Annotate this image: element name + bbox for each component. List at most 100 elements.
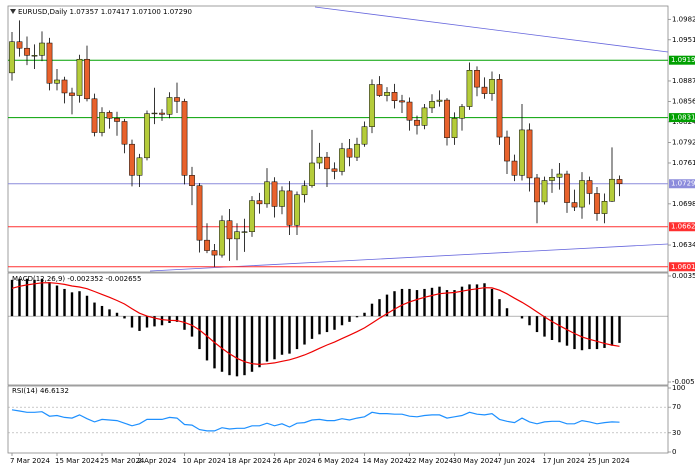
price-title: EURUSD,Daily 1.07357 1.07417 1.07100 1.0… <box>18 8 192 16</box>
candle-body <box>301 185 308 196</box>
candle-body <box>54 79 60 84</box>
x-tick-label: 26 Apr 2024 <box>273 457 317 465</box>
candle-body <box>384 92 390 96</box>
candle-body <box>69 92 75 96</box>
macd-bar <box>318 316 321 335</box>
candle-body <box>144 113 150 159</box>
macd-bar <box>603 316 606 348</box>
macd-bar <box>393 291 396 317</box>
macd-panel <box>7 272 669 386</box>
candle-body <box>24 47 30 56</box>
macd-bar <box>123 316 126 319</box>
macd-bar <box>385 294 389 317</box>
macd-bar <box>595 316 599 350</box>
macd-bar <box>10 279 14 317</box>
y-tick-label: -0.0058 <box>672 378 695 386</box>
macd-bar <box>438 286 441 317</box>
candle-body <box>114 117 120 122</box>
candle-body <box>316 156 323 164</box>
macd-bar <box>520 316 524 319</box>
candle-body <box>429 101 435 109</box>
candle-body <box>414 119 420 126</box>
x-tick-label: 10 Apr 2024 <box>183 457 227 465</box>
candle-body <box>39 42 45 56</box>
y-tick-label: 70 <box>672 403 681 411</box>
macd-bar <box>573 316 576 350</box>
candle-body <box>369 84 375 127</box>
macd-bar <box>243 316 246 376</box>
candle-body <box>174 97 180 102</box>
candle-body <box>106 112 113 119</box>
x-tick-label: 25 Jun 2024 <box>588 457 631 465</box>
line <box>11 282 620 366</box>
candle-body <box>609 178 615 202</box>
menu-arrow <box>10 9 16 14</box>
candle-body <box>346 148 353 158</box>
macd-bar <box>325 316 329 333</box>
macd-bar <box>348 316 351 322</box>
candle-body <box>376 84 383 96</box>
level-box <box>669 222 695 232</box>
candle-body <box>241 231 248 233</box>
level-box <box>669 262 695 272</box>
y-tick-label: 30 <box>672 429 681 437</box>
macd-bar <box>190 316 194 337</box>
candle-body <box>219 220 225 256</box>
macd-bar <box>145 316 149 328</box>
x-tick-label: 7 Mar 2024 <box>10 457 50 465</box>
candle-body <box>136 157 143 176</box>
candle-body <box>489 79 495 94</box>
x-tick-label: 25 Mar 2024 <box>100 457 145 465</box>
macd-bar <box>108 309 111 317</box>
macd-bar <box>273 316 276 360</box>
candle-body <box>466 70 473 107</box>
macd-bar <box>138 316 141 331</box>
candle-body <box>256 200 263 205</box>
candle-body <box>444 99 450 138</box>
candle-body <box>76 58 83 96</box>
x-tick-label: 30 May 2024 <box>453 457 499 465</box>
macd-bar <box>220 316 224 372</box>
macd-bar <box>355 316 359 318</box>
level-label: 1.06010 <box>671 263 695 271</box>
macd-bar <box>535 316 539 333</box>
level-box <box>669 113 695 123</box>
macd-bar <box>18 278 21 317</box>
candle-body <box>579 180 585 208</box>
candle-body <box>594 193 600 214</box>
candle-body <box>46 42 53 84</box>
macd-bar <box>235 316 239 377</box>
macd-bar <box>115 312 119 317</box>
candle-body <box>526 129 533 179</box>
x-tick-label: 6 May 2024 <box>318 457 360 465</box>
macd-bar <box>340 316 344 326</box>
candle-body <box>31 55 38 57</box>
macd-bar <box>280 316 284 355</box>
candle-body <box>541 180 548 203</box>
x-tick-label: 15 Mar 2024 <box>55 457 100 465</box>
candle-body <box>436 99 443 102</box>
level-label: 1.07290 <box>671 180 695 188</box>
candle-body <box>421 107 428 126</box>
macd-bar <box>265 316 269 362</box>
macd-bar <box>460 286 464 317</box>
macd-bar <box>483 283 486 317</box>
macd-bar <box>558 316 561 343</box>
level-label: 1.06627 <box>671 223 695 231</box>
candle-body <box>121 121 128 145</box>
candle-body <box>556 173 563 178</box>
y-tick-label: 1.06345 <box>672 241 695 249</box>
candle-body <box>511 160 518 176</box>
candle-body <box>571 202 578 208</box>
candle-body <box>129 143 135 176</box>
candle-body <box>496 79 503 138</box>
x-tick-label: 7 Jun 2024 <box>498 457 536 465</box>
macd-bar <box>160 316 164 326</box>
candle-body <box>361 126 368 145</box>
y-tick-label: 1.06980 <box>672 200 695 208</box>
candle-body <box>309 162 315 186</box>
level-label: 1.09195 <box>671 56 695 64</box>
macd-bar <box>498 299 501 317</box>
candle-body <box>549 177 555 181</box>
